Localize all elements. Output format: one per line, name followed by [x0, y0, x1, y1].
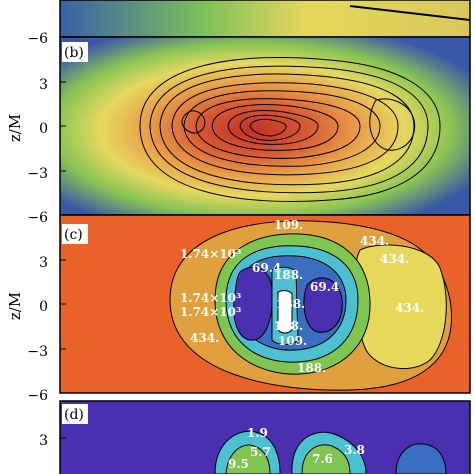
- contour-label: 434.: [395, 301, 424, 315]
- contour-label: 69.4: [310, 280, 339, 294]
- y-axis-label-c: z/M: [6, 292, 24, 320]
- panel-b: (b): [59, 36, 471, 216]
- tick-label: −3: [27, 166, 48, 182]
- panel-d: 1.9 5.7 7.6 3.8 9.5 (d): [59, 400, 471, 474]
- panel-a-field: [60, 0, 470, 37]
- panel-a-curve: [349, 5, 471, 21]
- contour-label: 109.: [274, 218, 303, 232]
- y-axis-label-b: z/M: [6, 114, 24, 142]
- tick-label: −3: [27, 344, 48, 360]
- panel-d-frame: [59, 400, 471, 474]
- panel-d-label: (d): [64, 407, 84, 423]
- contour-label: 434.: [380, 252, 409, 266]
- panel-b-label: (b): [64, 45, 84, 61]
- contour-label: 188.: [274, 268, 303, 282]
- contour-label: 109.: [278, 334, 307, 348]
- tick-label: 0: [39, 121, 48, 137]
- tick-label: −6: [27, 388, 48, 404]
- contour-label: 5.7: [250, 445, 271, 459]
- panel-b-contours: [139, 56, 441, 202]
- panel-b-label-box: [62, 42, 88, 62]
- y-ticks: [60, 81, 66, 439]
- panel-c: 1.74×10³ 109. 434. 69.4 188. 434. 1.74×1…: [59, 214, 471, 394]
- contour-label: 9.5: [228, 457, 249, 471]
- tick-label: −6: [27, 31, 48, 47]
- tick-label: 3: [39, 433, 48, 449]
- tick-label: 0: [39, 299, 48, 315]
- panel-d-label-box: [62, 404, 88, 424]
- contour-label: 1.74×10³: [180, 291, 241, 305]
- contour-label: 434.: [360, 234, 389, 248]
- panel-c-label: (c): [64, 227, 83, 243]
- contour-label: 69.4: [252, 261, 281, 275]
- tick-label: 3: [39, 255, 48, 271]
- contour-label: 1.74×10³: [180, 305, 241, 319]
- contour-label: 3.8: [344, 443, 365, 457]
- contour-label: 7.6: [312, 452, 333, 466]
- contour-label: 1.9: [247, 426, 268, 440]
- panel-c-label-box: [62, 224, 88, 244]
- tick-label: 3: [39, 77, 48, 93]
- tick-label: −6: [27, 210, 48, 226]
- contour-label: 188.: [276, 297, 305, 311]
- panel-a: [59, 0, 471, 38]
- contour-label: 434.: [190, 331, 219, 345]
- contour-label: 1.74×10³: [180, 247, 241, 261]
- contour-label: 188.: [297, 361, 326, 375]
- contour-label: 188.: [274, 319, 303, 333]
- panel-b-field: [60, 37, 470, 215]
